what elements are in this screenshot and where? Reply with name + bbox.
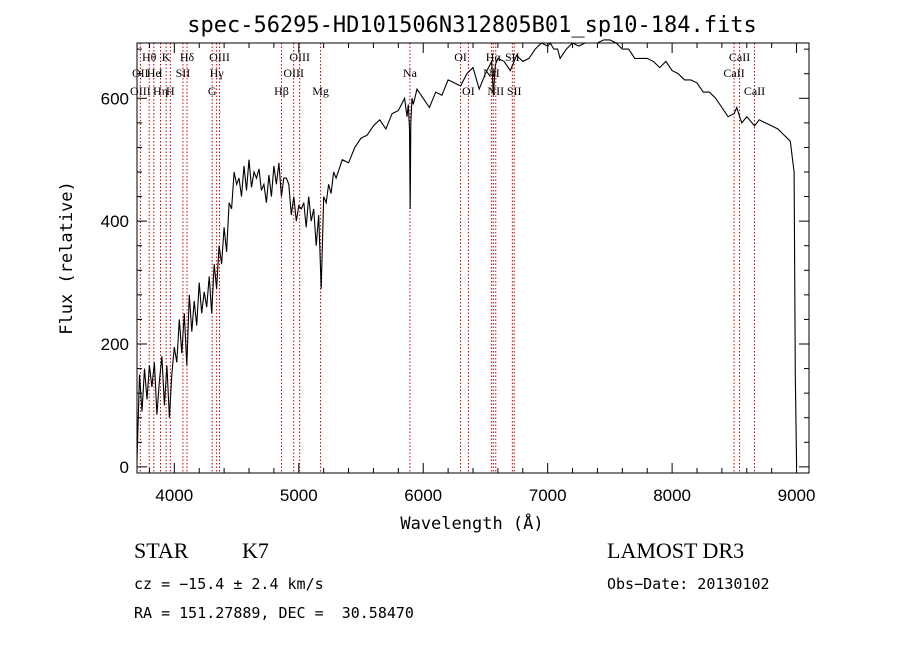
marker-label-sii: SII <box>507 84 522 98</box>
marker-label-sii: SII <box>176 66 191 80</box>
x-tick-label: 7000 <box>529 486 567 505</box>
marker-label-hγ: Hγ <box>210 66 225 80</box>
object-subclass: K7 <box>242 538 269 563</box>
marker-label-hα: Hα <box>486 50 502 64</box>
marker-label-oiii: OIII <box>283 66 304 80</box>
plot-frame <box>136 42 810 474</box>
marker-label-k: K <box>162 50 171 64</box>
marker-label-oi: OI <box>462 84 475 98</box>
marker-label-caii: CaII <box>729 50 750 64</box>
coordinates: RA = 151.27889, DEC = 30.58470 <box>134 604 414 622</box>
x-axis-ticks: 4000 5000 6000 7000 8000 9000 <box>148 43 816 505</box>
marker-label-oiii: OIII <box>130 84 151 98</box>
marker-label-na: Na <box>403 66 418 80</box>
x-tick-label: 9000 <box>778 486 816 505</box>
y-tick-label: 0 <box>120 458 129 477</box>
marker-label-hη: Hη <box>153 84 168 98</box>
survey-name: LAMOST DR3 <box>607 538 745 563</box>
marker-label-hθ: Hθ <box>142 50 157 64</box>
line-markers <box>139 43 755 473</box>
spectrum-line <box>136 39 798 467</box>
marker-label-caii: CaII <box>723 66 744 80</box>
marker-label-caii: CaII <box>744 84 765 98</box>
marker-label-oi: OI <box>454 50 467 64</box>
marker-label-hβ: Hβ <box>274 84 289 98</box>
x-tick-label: 5000 <box>280 486 318 505</box>
marker-label-oiii: OIII <box>289 50 310 64</box>
marker-label-oiii: OIII <box>209 50 230 64</box>
velocity-readout: cz = −15.4 ± 2.4 km/s <box>134 575 324 593</box>
y-tick-label: 200 <box>101 335 129 354</box>
marker-label-mg: Mg <box>312 84 329 98</box>
object-class: STAR <box>134 538 189 563</box>
marker-label-g: G <box>208 84 217 98</box>
marker-label-i: I <box>159 66 163 80</box>
x-tick-label: 8000 <box>653 486 691 505</box>
y-tick-label: 600 <box>101 89 129 108</box>
x-tick-label: 6000 <box>404 486 442 505</box>
marker-label-nii: NII <box>487 84 504 98</box>
y-axis-ticks: 0 200 400 600 <box>101 48 809 477</box>
x-tick-label: 4000 <box>155 486 193 505</box>
marker-label-oii: OII <box>132 66 149 80</box>
chart-title: spec-56295-HD101506N312805B01_sp10-184.f… <box>187 13 757 38</box>
marker-label-sii: SII <box>505 50 520 64</box>
marker-label-h: H <box>166 84 175 98</box>
y-tick-label: 400 <box>101 212 129 231</box>
obs-date: Obs−Date: 20130102 <box>607 575 770 593</box>
y-axis-label: Flux (relative) <box>57 181 77 335</box>
marker-label-he: He <box>147 66 161 80</box>
x-axis-label: Wavelength (Å) <box>400 512 543 534</box>
marker-label-hδ: Hδ <box>180 50 195 64</box>
